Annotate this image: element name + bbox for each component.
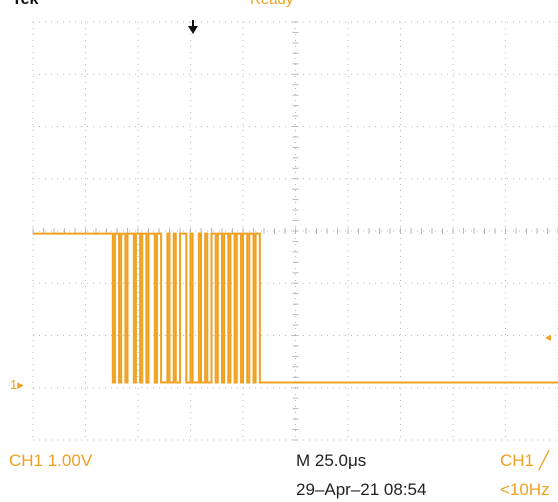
markers [188,20,198,34]
waveform-series-line [33,232,558,384]
ch1-ground-marker: 1▸ [10,377,24,392]
trigger-level-marker: ◂ [545,330,552,344]
trigger-position-icon [188,20,198,34]
trigger-frequency-readout: <10Hz [500,480,550,499]
trigger-source-readout: CH1 ╱ [500,451,549,470]
ch1-scale-readout: CH1 1.00V [9,451,93,470]
acquisition-status: Ready [250,0,293,8]
graticule [32,21,558,441]
waveform-trace [33,232,558,384]
timebase-readout: M 25.0μs [296,451,367,470]
timestamp-readout: 29–Apr–21 08:54 [296,480,427,499]
scope-brand: Tek [12,0,38,9]
